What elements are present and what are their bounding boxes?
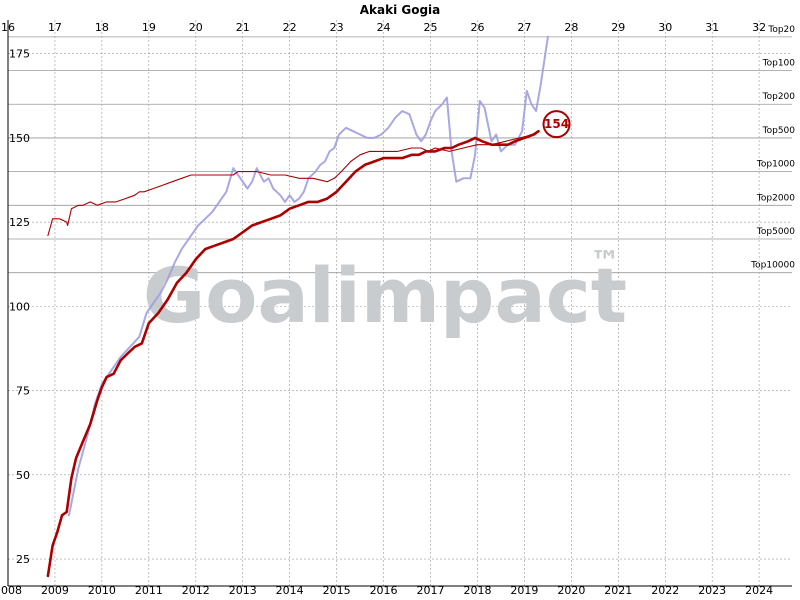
raw-goalimpact-line — [68, 35, 549, 517]
reference-band-label: Top1000 — [756, 160, 795, 170]
age-tick-label: 29 — [611, 21, 625, 34]
x-tick-label: 2013 — [229, 584, 257, 597]
age-tick-label: 21 — [236, 21, 250, 34]
y-tick-label: 100 — [9, 300, 30, 313]
x-tick-label: 2014 — [276, 584, 304, 597]
watermark-text: Goalimpact — [143, 251, 627, 340]
y-tick-label: 150 — [9, 132, 30, 145]
x-tick-label: 2021 — [604, 584, 632, 597]
reference-band-label: Top20 — [767, 25, 795, 35]
age-tick-label: 23 — [330, 21, 344, 34]
y-tick-label: 125 — [9, 216, 30, 229]
badge-value: 154 — [544, 117, 569, 131]
age-tick-label: 22 — [283, 21, 297, 34]
goalimpact-line — [46, 129, 540, 578]
reference-bands: Top20 Top100 Top200 Top500 Top1000 Top2000 Top… — [8, 25, 796, 274]
x-tick-label: 2015 — [323, 584, 351, 597]
age-tick-label: 18 — [95, 21, 109, 34]
age-tick-label: 19 — [142, 21, 156, 34]
axes: 2008200920102011201220132014201520162017… — [0, 20, 792, 597]
x-tick-label: 2019 — [510, 584, 538, 597]
reference-band-label: Top10000 — [750, 261, 795, 271]
x-tick-label: 2023 — [698, 584, 726, 597]
x-tick-label: 2012 — [182, 584, 210, 597]
age-tick-label: 31 — [705, 21, 719, 34]
y-tick-label: 175 — [9, 48, 30, 61]
x-tick-label: 2016 — [370, 584, 398, 597]
age-tick-label: 26 — [470, 21, 484, 34]
y-tick-label: 50 — [16, 469, 30, 482]
age-tick-label: 27 — [517, 21, 531, 34]
x-tick-label: 2024 — [745, 584, 773, 597]
x-tick-label: 2022 — [651, 584, 679, 597]
reference-band-label: Top2000 — [756, 193, 795, 203]
age-tick-label: 28 — [564, 21, 578, 34]
x-tick-label: 2017 — [417, 584, 445, 597]
peak-goalimpact-line — [47, 130, 540, 237]
x-tick-label: 2011 — [135, 584, 163, 597]
series — [46, 35, 549, 578]
reference-band-label: Top500 — [762, 126, 796, 136]
current-value-badge: 154 — [542, 110, 571, 139]
x-tick-label: 2020 — [557, 584, 585, 597]
x-tick-label: 2008 — [0, 584, 22, 597]
age-tick-label: 32 — [752, 21, 766, 34]
y-tick-label: 25 — [16, 553, 30, 566]
x-tick-label: 2010 — [88, 584, 116, 597]
reference-band-label: Top100 — [762, 59, 796, 69]
chart-title: Akaki Gogia — [360, 3, 441, 17]
age-tick-label: 30 — [658, 21, 672, 34]
reference-band-label: Top5000 — [756, 227, 795, 237]
age-tick-label: 24 — [377, 21, 391, 34]
reference-band-label: Top200 — [762, 92, 796, 102]
age-tick-label: 17 — [48, 21, 62, 34]
watermark-tm: ™ — [590, 245, 620, 280]
x-tick-label: 2018 — [463, 584, 491, 597]
y-tick-label: 75 — [16, 385, 30, 398]
age-tick-label: 25 — [424, 21, 438, 34]
badge-circle — [542, 110, 571, 139]
x-tick-label: 2009 — [41, 584, 69, 597]
watermark: Goalimpact ™ — [143, 245, 627, 340]
age-tick-label: 20 — [189, 21, 203, 34]
